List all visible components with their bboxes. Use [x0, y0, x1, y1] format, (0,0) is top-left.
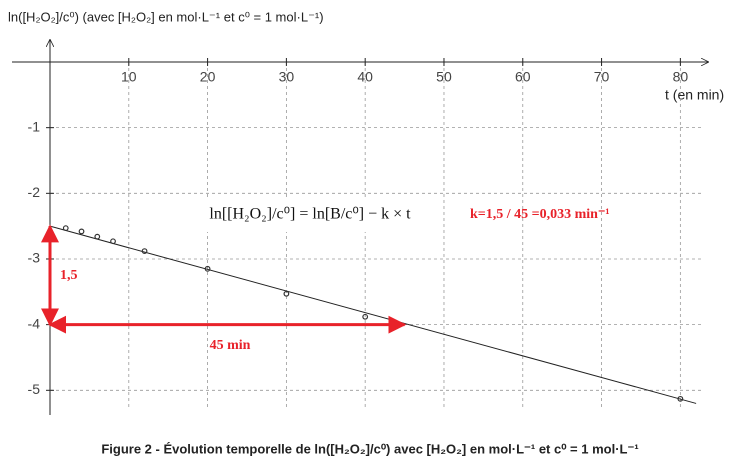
point [283, 290, 290, 297]
y-axis-title: ln([H₂O₂]/c⁰) (avec [H₂O₂] en mol·L⁻¹ et… [8, 9, 324, 24]
y-tick-label: -1 [28, 118, 41, 134]
formula: ln[[H₂O₂]/c⁰] = ln[B/c⁰] − k × t [209, 206, 411, 223]
point [204, 265, 211, 272]
slope-note: k=1,5 / 45 =0,033 min⁻¹ [470, 207, 610, 222]
y-tick-label: -3 [28, 250, 41, 266]
x-axis-title: t (en min) [665, 87, 724, 103]
point [62, 225, 69, 232]
x-tick-label: 60 [515, 69, 531, 85]
point [677, 395, 684, 402]
fit-line [49, 225, 697, 404]
point [94, 233, 101, 240]
x-tick-label: 40 [357, 69, 373, 85]
x-tick-label: 20 [200, 69, 216, 85]
y-tick-label: -5 [28, 381, 41, 397]
formula-box [205, 198, 415, 232]
x-tick-label: 30 [279, 69, 295, 85]
x-tick-label: 70 [594, 69, 610, 85]
point [141, 248, 148, 255]
y-tick-label: -4 [28, 315, 41, 331]
chart-title: Figure 2 - Évolution temporelle de ln([H… [101, 441, 638, 456]
x-tick-label: 50 [436, 69, 452, 85]
x-tick-label: 10 [121, 69, 137, 85]
point [78, 228, 85, 235]
annotation-label: 1,5 [60, 268, 78, 283]
x-tick-label: 80 [673, 69, 689, 85]
y-tick-label: -2 [28, 184, 41, 200]
point [110, 238, 116, 245]
annotation-label: 45 min [210, 338, 251, 353]
